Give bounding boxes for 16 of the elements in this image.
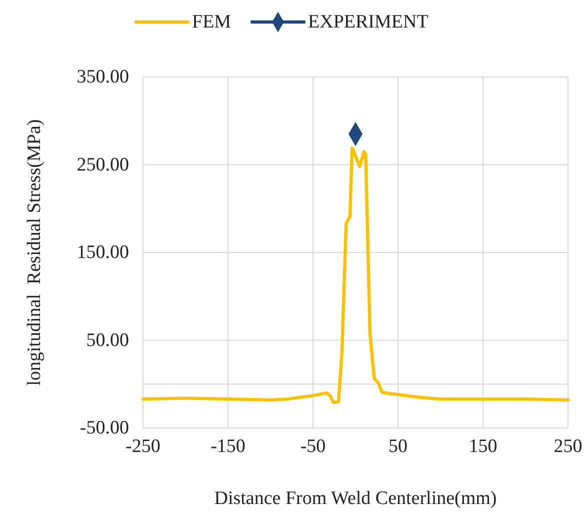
x-tick-label: -50 bbox=[300, 436, 326, 457]
y-tick-label: 350.00 bbox=[76, 66, 129, 88]
y-axis-title: longitudinal Residual Stress(MPa) bbox=[24, 119, 45, 386]
x-tick-label: -250 bbox=[126, 436, 160, 457]
y-tick-label: 250.00 bbox=[76, 154, 129, 176]
y-tick-label: 50.00 bbox=[86, 330, 129, 351]
x-tick-label: -150 bbox=[210, 436, 246, 457]
x-tick-label: 150 bbox=[468, 436, 498, 457]
x-axis-title: Distance From Weld Centerline(mm) bbox=[214, 488, 497, 509]
y-tick-label: 150.00 bbox=[76, 242, 129, 263]
y-tick-label: -50.00 bbox=[80, 418, 129, 438]
x-tick-label: 50 bbox=[388, 436, 408, 457]
x-tick-label: 250 bbox=[554, 436, 582, 457]
legend-label: FEM bbox=[192, 12, 232, 32]
line-series bbox=[141, 146, 570, 404]
legend-label: EXPERIMENT bbox=[308, 12, 429, 32]
